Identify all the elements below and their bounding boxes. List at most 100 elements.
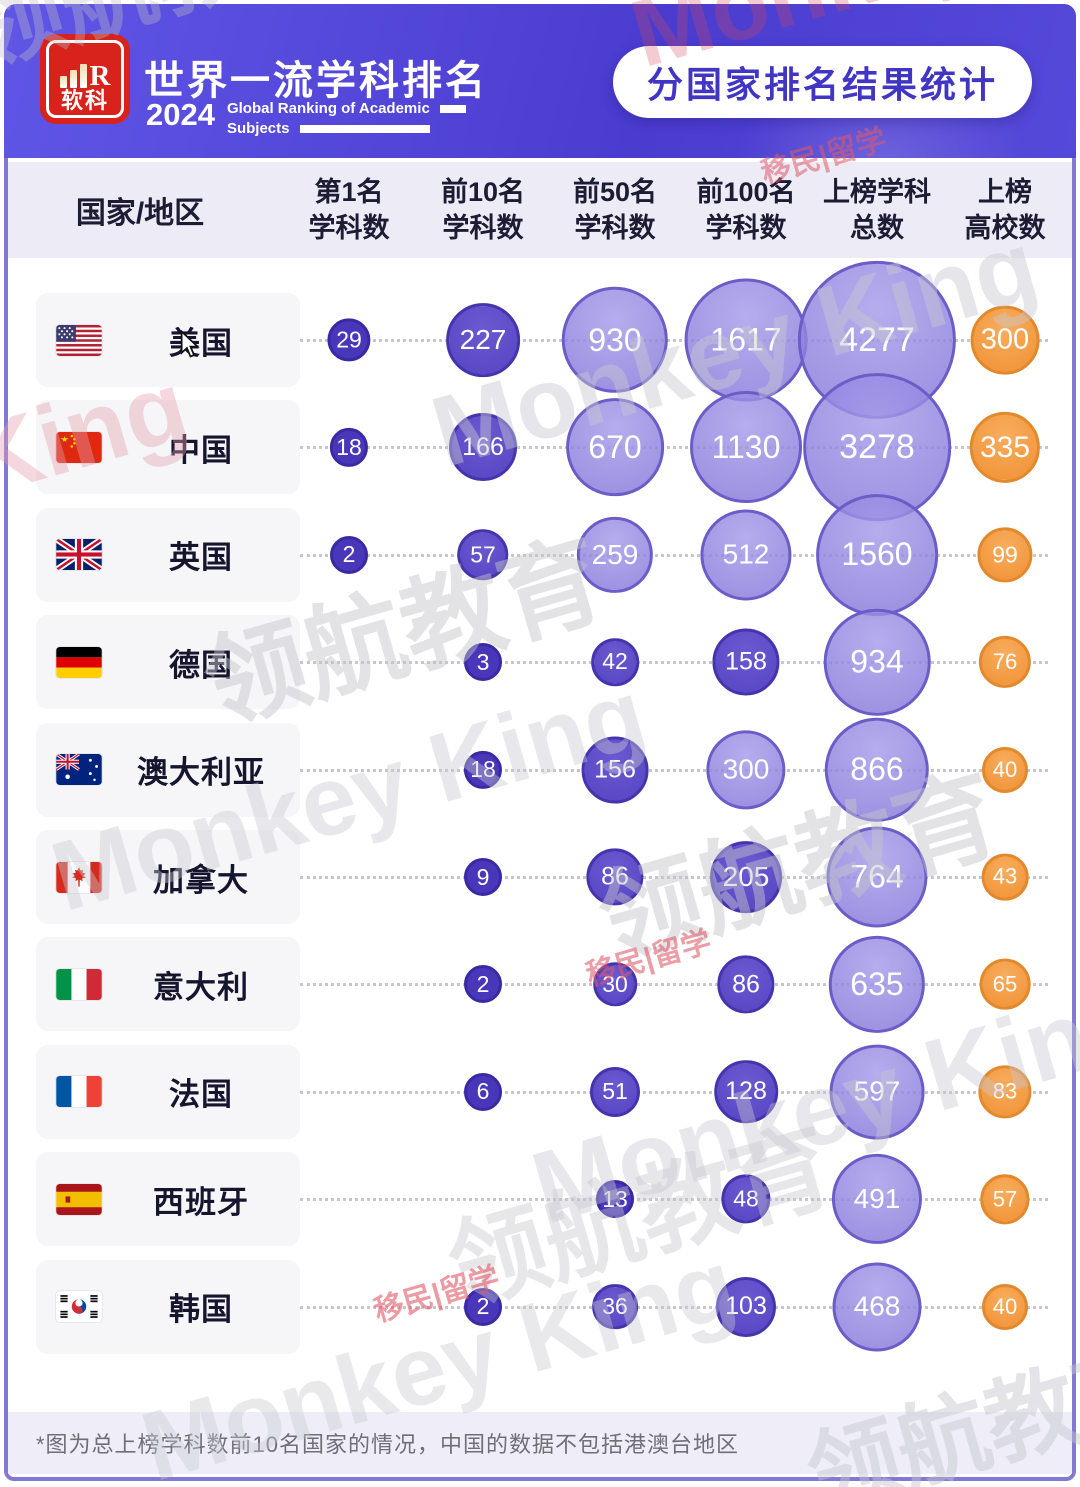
- subjects-bubble: 18: [463, 750, 503, 789]
- logo-bar-icon: [59, 76, 67, 88]
- subjects-bubble: 1617: [684, 278, 808, 402]
- subjects-bubble: 42: [591, 638, 639, 686]
- universities-bubble: 99: [977, 527, 1033, 583]
- subjects-bubble: 158: [712, 628, 780, 696]
- subjects-bubble: 30: [593, 962, 637, 1007]
- row-leader-line: [300, 1090, 1048, 1094]
- country-name: 法国: [169, 1077, 233, 1113]
- universities-bubble: 65: [979, 959, 1031, 1010]
- subtitle-line2: Subjects: [226, 119, 290, 137]
- universities-bubble: 57: [980, 1174, 1030, 1224]
- column-header-top50: 前50名 学科数: [572, 176, 658, 243]
- flag-de-icon: [56, 646, 102, 678]
- country-cell: 韩国: [36, 1259, 300, 1354]
- subjects-bubble: 670: [566, 398, 664, 497]
- country-cell: 德国: [36, 615, 300, 710]
- subjects-bubble: 6: [464, 1072, 502, 1111]
- row-leader-line: [300, 446, 1048, 450]
- subjects-bubble: 635: [828, 936, 926, 1033]
- logo-r-mark: R: [89, 60, 111, 92]
- subjects-bubble: 51: [589, 1066, 641, 1117]
- subjects-bubble: 1560: [816, 493, 938, 616]
- country-name: 德国: [169, 647, 233, 683]
- row-leader-line: [300, 661, 1048, 665]
- row-leader-line: [300, 1198, 1048, 1202]
- country-name: 西班牙: [153, 1184, 249, 1220]
- mouse-cursor-icon: [180, 330, 200, 358]
- subjects-bubble: 934: [823, 608, 931, 716]
- subjects-bubble: 512: [700, 509, 792, 601]
- country-cell: 美国: [36, 293, 300, 387]
- flag-ca-icon: [56, 861, 102, 893]
- flag-cn-icon: [56, 431, 102, 463]
- subjects-bubble: 3: [464, 643, 502, 682]
- decor-bar-icon: [299, 124, 430, 133]
- subjects-bubble: 9: [464, 858, 502, 896]
- subjects-bubble: 103: [715, 1276, 777, 1337]
- flag-fr-icon: [56, 1076, 102, 1108]
- row-leader-line: [300, 339, 1048, 342]
- footnote-text: *图为总上榜学科数前10名国家的情况，中国的数据不包括港澳台地区: [36, 1432, 740, 1457]
- title-subrow: 2024 Global Ranking of Academic Subjects: [146, 99, 466, 138]
- row-leader-line: [300, 553, 1048, 557]
- header-banner: R 软科 世界一流学科排名 2024 Global Ranking of Aca…: [4, 4, 1076, 158]
- subjects-bubble: 128: [714, 1060, 778, 1124]
- row-leader-line: [300, 1305, 1048, 1309]
- subjects-bubble: 866: [824, 717, 930, 822]
- subjects-bubble: 156: [581, 736, 649, 804]
- ruanke-logo: R 软科: [40, 34, 130, 124]
- subjects-bubble: 36: [592, 1283, 638, 1330]
- flag-us-icon: [56, 324, 102, 356]
- country-cell: 法国: [36, 1044, 300, 1139]
- column-header-total: 上榜学科 总数: [823, 176, 931, 243]
- subjects-bubble: 491: [831, 1154, 923, 1245]
- country-cell: 英国: [36, 507, 300, 602]
- universities-bubble: 300: [970, 305, 1040, 375]
- flag-es-icon: [56, 1183, 102, 1215]
- universities-bubble: 40: [982, 1283, 1028, 1330]
- column-header-universities: 上榜 高校数: [964, 176, 1046, 243]
- ruanke-logo-inner: R 软科: [46, 40, 124, 118]
- country-name: 澳大利亚: [137, 755, 265, 791]
- row-leader-line: [300, 983, 1048, 987]
- subjects-bubble: 764: [826, 826, 928, 928]
- country-cell: 意大利: [36, 937, 300, 1032]
- country-cell: 加拿大: [36, 830, 300, 924]
- subtitle-line1: Global Ranking of Academic: [226, 100, 430, 117]
- country-column-header: 国家/地区: [75, 197, 205, 230]
- bar-chart-logo-icon: R: [59, 60, 111, 92]
- country-name: 英国: [169, 540, 233, 576]
- page-title: 世界一流学科排名: [144, 59, 488, 103]
- subjects-bubble: 48: [721, 1174, 771, 1224]
- universities-bubble: 40: [982, 746, 1028, 793]
- year-label: 2024: [146, 97, 215, 132]
- subjects-bubble: 300: [706, 729, 786, 810]
- country-name: 韩国: [169, 1292, 233, 1328]
- flag-it-icon: [56, 968, 102, 1000]
- subjects-bubble: 13: [596, 1180, 634, 1219]
- universities-bubble: 83: [978, 1065, 1032, 1119]
- row-leader-line: [300, 768, 1048, 772]
- subjects-bubble: 2: [464, 965, 502, 1004]
- subjects-bubble: 227: [446, 303, 520, 377]
- subjects-bubble: 468: [832, 1262, 922, 1352]
- subjects-bubble: 205: [710, 841, 782, 913]
- english-subtitle: Global Ranking of Academic Subjects: [227, 99, 466, 138]
- subjects-bubble: 86: [586, 848, 644, 906]
- flag-gb-icon: [56, 539, 102, 571]
- universities-bubble: 335: [969, 412, 1041, 483]
- subjects-bubble: 1130: [690, 391, 802, 504]
- section-badge: 分国家排名结果统计: [612, 46, 1032, 118]
- country-name: 意大利: [153, 969, 249, 1005]
- column-header-top10: 前10名 学科数: [440, 176, 526, 243]
- subjects-bubble: 57: [457, 529, 509, 581]
- flag-au-icon: [56, 754, 102, 786]
- country-name: 中国: [169, 432, 233, 468]
- universities-bubble: 76: [978, 636, 1032, 689]
- column-header-top100: 前100名 学科数: [696, 176, 796, 243]
- footnote: *图为总上榜学科数前10名国家的情况，中国的数据不包括港澳台地区: [8, 1412, 1072, 1474]
- table-header-band: [8, 162, 1072, 258]
- subjects-bubble: 930: [561, 286, 669, 394]
- country-cell: 澳大利亚: [36, 722, 300, 817]
